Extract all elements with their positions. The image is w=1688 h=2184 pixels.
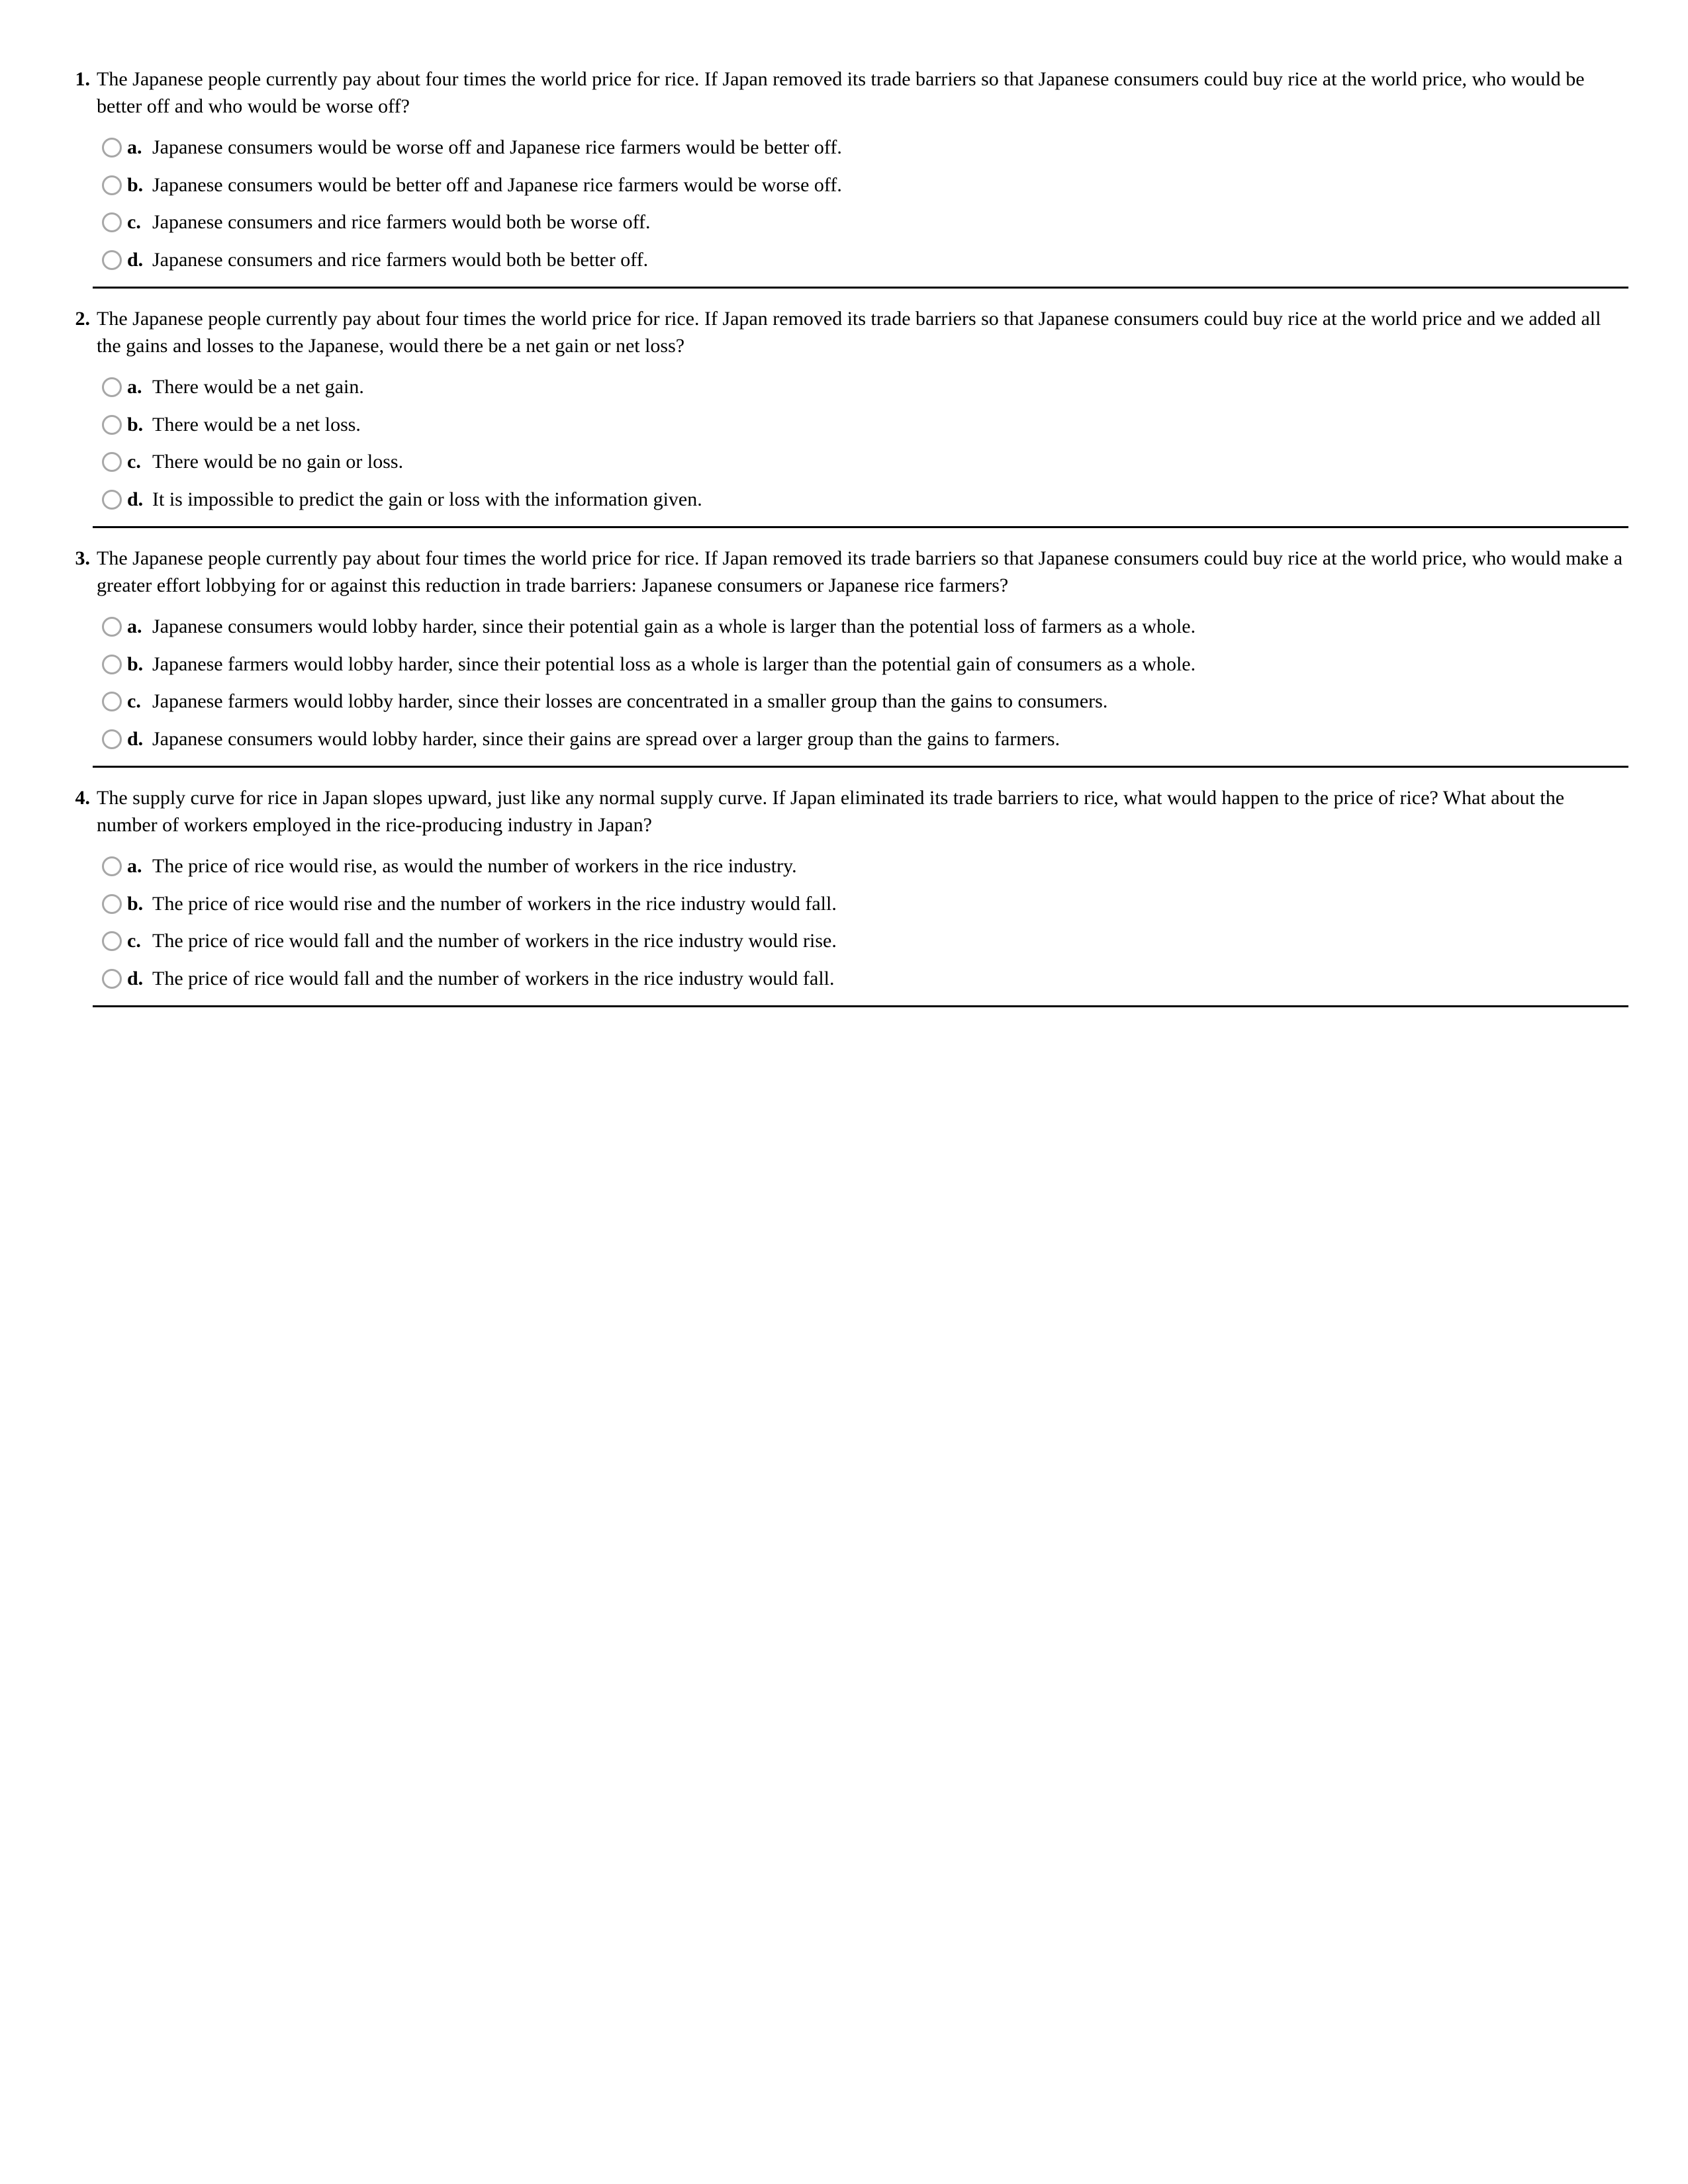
question-stem: 1.The Japanese people currently pay abou…: [68, 66, 1628, 120]
option-row: a.The price of rice would rise, as would…: [102, 853, 1628, 880]
question-stem: 4.The supply curve for rice in Japan slo…: [68, 785, 1628, 839]
radio-button[interactable]: [102, 617, 122, 637]
option-letter: c.: [127, 209, 148, 236]
separator: [93, 287, 1628, 289]
option-text: Japanese consumers would lobby harder, s…: [148, 614, 1628, 641]
option-row: c.Japanese farmers would lobby harder, s…: [102, 688, 1628, 715]
radio-button[interactable]: [102, 212, 122, 232]
option-text: It is impossible to predict the gain or …: [148, 486, 1628, 514]
radio-button[interactable]: [102, 377, 122, 397]
option-letter: a.: [127, 134, 148, 161]
option-letter: b.: [127, 412, 148, 439]
quiz-container: 1.The Japanese people currently pay abou…: [60, 66, 1628, 1007]
question: 3.The Japanese people currently pay abou…: [60, 545, 1628, 752]
question-stem: 2.The Japanese people currently pay abou…: [68, 306, 1628, 359]
options-list: a.Japanese consumers would be worse off …: [102, 134, 1628, 273]
radio-button[interactable]: [102, 490, 122, 510]
option-row: d.Japanese consumers and rice farmers wo…: [102, 247, 1628, 274]
question-stem: 3.The Japanese people currently pay abou…: [68, 545, 1628, 599]
option-letter: c.: [127, 928, 148, 955]
radio-button[interactable]: [102, 138, 122, 158]
option-text: Japanese consumers and rice farmers woul…: [148, 209, 1628, 236]
options-list: a.Japanese consumers would lobby harder,…: [102, 614, 1628, 752]
option-letter: d.: [127, 726, 148, 753]
radio-button[interactable]: [102, 175, 122, 195]
radio-button[interactable]: [102, 729, 122, 749]
option-letter: c.: [127, 688, 148, 715]
question-number: 4.: [68, 785, 97, 839]
option-text: Japanese consumers would lobby harder, s…: [148, 726, 1628, 753]
option-row: b.There would be a net loss.: [102, 412, 1628, 439]
option-text: There would be no gain or loss.: [148, 449, 1628, 476]
question: 4.The supply curve for rice in Japan slo…: [60, 785, 1628, 992]
option-text: Japanese consumers and rice farmers woul…: [148, 247, 1628, 274]
question-text: The Japanese people currently pay about …: [97, 66, 1628, 120]
question: 2.The Japanese people currently pay abou…: [60, 306, 1628, 513]
option-row: d.Japanese consumers would lobby harder,…: [102, 726, 1628, 753]
question-number: 3.: [68, 545, 97, 599]
option-text: The price of rice would fall and the num…: [148, 928, 1628, 955]
question-number: 1.: [68, 66, 97, 120]
radio-button[interactable]: [102, 452, 122, 472]
radio-button[interactable]: [102, 692, 122, 711]
question-text: The Japanese people currently pay about …: [97, 545, 1628, 599]
option-letter: a.: [127, 614, 148, 641]
option-row: c.The price of rice would fall and the n…: [102, 928, 1628, 955]
question-text: The supply curve for rice in Japan slope…: [97, 785, 1628, 839]
option-text: There would be a net loss.: [148, 412, 1628, 439]
option-text: The price of rice would rise, as would t…: [148, 853, 1628, 880]
option-text: The price of rice would rise and the num…: [148, 891, 1628, 918]
option-text: There would be a net gain.: [148, 374, 1628, 401]
option-letter: b.: [127, 891, 148, 918]
option-letter: b.: [127, 172, 148, 199]
option-text: The price of rice would fall and the num…: [148, 966, 1628, 993]
option-letter: d.: [127, 966, 148, 993]
option-row: a.Japanese consumers would lobby harder,…: [102, 614, 1628, 641]
option-row: b.The price of rice would rise and the n…: [102, 891, 1628, 918]
radio-button[interactable]: [102, 969, 122, 989]
question-text: The Japanese people currently pay about …: [97, 306, 1628, 359]
radio-button[interactable]: [102, 415, 122, 435]
option-letter: d.: [127, 486, 148, 514]
radio-button[interactable]: [102, 856, 122, 876]
option-row: a.Japanese consumers would be worse off …: [102, 134, 1628, 161]
option-text: Japanese farmers would lobby harder, sin…: [148, 688, 1628, 715]
option-row: c.There would be no gain or loss.: [102, 449, 1628, 476]
option-row: c.Japanese consumers and rice farmers wo…: [102, 209, 1628, 236]
question-number: 2.: [68, 306, 97, 359]
options-list: a.The price of rice would rise, as would…: [102, 853, 1628, 992]
option-row: b.Japanese consumers would be better off…: [102, 172, 1628, 199]
radio-button[interactable]: [102, 655, 122, 674]
option-text: Japanese farmers would lobby harder, sin…: [148, 651, 1628, 678]
option-letter: a.: [127, 853, 148, 880]
option-row: a.There would be a net gain.: [102, 374, 1628, 401]
option-row: d.It is impossible to predict the gain o…: [102, 486, 1628, 514]
radio-button[interactable]: [102, 250, 122, 270]
separator: [93, 1005, 1628, 1007]
question: 1.The Japanese people currently pay abou…: [60, 66, 1628, 273]
option-letter: c.: [127, 449, 148, 476]
option-row: d.The price of rice would fall and the n…: [102, 966, 1628, 993]
options-list: a.There would be a net gain.b.There woul…: [102, 374, 1628, 513]
option-letter: b.: [127, 651, 148, 678]
option-letter: a.: [127, 374, 148, 401]
option-letter: d.: [127, 247, 148, 274]
radio-button[interactable]: [102, 931, 122, 951]
option-row: b.Japanese farmers would lobby harder, s…: [102, 651, 1628, 678]
separator: [93, 766, 1628, 768]
option-text: Japanese consumers would be better off a…: [148, 172, 1628, 199]
radio-button[interactable]: [102, 894, 122, 914]
option-text: Japanese consumers would be worse off an…: [148, 134, 1628, 161]
separator: [93, 526, 1628, 528]
